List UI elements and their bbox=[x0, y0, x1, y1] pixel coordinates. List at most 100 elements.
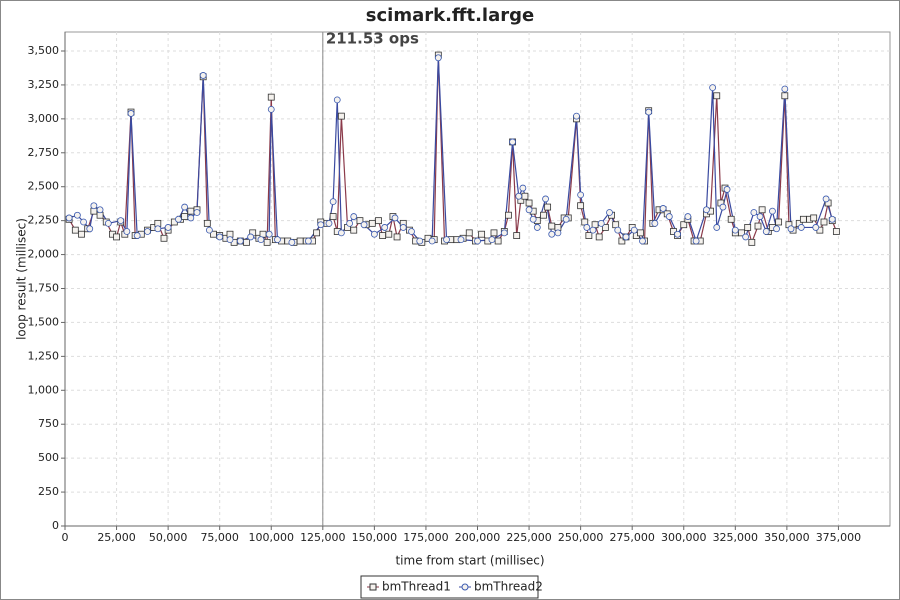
y-tick-label: 2,250 bbox=[28, 214, 60, 227]
point bbox=[703, 206, 710, 214]
point bbox=[758, 206, 766, 214]
point bbox=[71, 226, 79, 234]
point bbox=[243, 238, 250, 246]
point bbox=[257, 236, 265, 244]
legend-label: bmThread2 bbox=[474, 580, 543, 594]
point bbox=[639, 237, 646, 245]
point bbox=[554, 229, 562, 237]
point bbox=[203, 219, 211, 227]
point bbox=[659, 205, 667, 212]
point bbox=[529, 215, 537, 223]
y-tick-label: 750 bbox=[38, 417, 59, 430]
point bbox=[812, 224, 820, 231]
point bbox=[713, 92, 721, 100]
point bbox=[296, 237, 304, 245]
point bbox=[680, 221, 688, 229]
point bbox=[368, 219, 376, 227]
y-tick-label: 1,750 bbox=[28, 282, 60, 295]
point bbox=[709, 84, 717, 92]
point bbox=[727, 215, 735, 223]
y-tick-label: 3,000 bbox=[28, 112, 60, 125]
point bbox=[356, 217, 364, 225]
point bbox=[781, 85, 789, 93]
point bbox=[781, 92, 789, 100]
point bbox=[787, 225, 795, 233]
point bbox=[205, 226, 213, 234]
point bbox=[325, 219, 333, 227]
point bbox=[199, 72, 207, 79]
point bbox=[533, 224, 541, 231]
point bbox=[775, 218, 783, 226]
x-tick-label: 0 bbox=[62, 531, 69, 544]
point bbox=[799, 215, 807, 223]
point bbox=[488, 236, 496, 244]
point bbox=[329, 198, 337, 206]
legend-marker bbox=[461, 583, 469, 591]
x-tick-label: 300,000 bbox=[661, 531, 707, 544]
point bbox=[123, 228, 131, 235]
x-tick-label: 225,000 bbox=[506, 531, 552, 544]
point bbox=[525, 206, 533, 214]
point bbox=[828, 215, 836, 223]
point bbox=[490, 229, 498, 237]
point bbox=[595, 233, 603, 241]
point bbox=[187, 207, 195, 215]
point bbox=[350, 213, 358, 220]
point bbox=[674, 230, 681, 238]
x-tick-label: 325,000 bbox=[713, 531, 759, 544]
point bbox=[665, 213, 673, 220]
point bbox=[375, 217, 382, 225]
x-tick-label: 250,000 bbox=[558, 531, 604, 544]
point bbox=[144, 228, 151, 235]
point bbox=[723, 186, 731, 193]
point bbox=[313, 229, 321, 237]
point bbox=[236, 237, 244, 245]
point bbox=[748, 238, 756, 246]
point bbox=[509, 138, 516, 146]
point bbox=[133, 232, 141, 239]
point bbox=[713, 224, 721, 231]
point bbox=[65, 214, 73, 222]
point bbox=[181, 203, 189, 211]
point bbox=[762, 228, 770, 235]
point bbox=[78, 230, 85, 238]
x-tick-label: 100,000 bbox=[249, 531, 295, 544]
point bbox=[820, 218, 828, 226]
point bbox=[408, 228, 415, 235]
y-tick-label: 1,000 bbox=[28, 383, 60, 396]
point bbox=[513, 232, 521, 239]
point bbox=[154, 225, 162, 233]
x-axis-label: time from start (millisec) bbox=[395, 554, 544, 568]
point bbox=[428, 237, 436, 245]
point bbox=[370, 230, 378, 238]
point bbox=[719, 203, 727, 211]
point bbox=[521, 192, 529, 200]
point bbox=[744, 224, 752, 231]
point bbox=[187, 214, 195, 222]
point bbox=[577, 191, 585, 199]
x-tick-label: 200,000 bbox=[455, 531, 501, 544]
x-tick-label: 125,000 bbox=[300, 531, 346, 544]
point bbox=[597, 219, 605, 227]
point bbox=[350, 226, 358, 234]
y-tick-label: 500 bbox=[38, 451, 59, 464]
point bbox=[822, 195, 830, 203]
point bbox=[457, 236, 465, 244]
point bbox=[750, 209, 758, 216]
point bbox=[317, 221, 325, 229]
annotation-label: 211.53 ops bbox=[326, 30, 419, 48]
point bbox=[583, 224, 591, 231]
x-tick-label: 50,000 bbox=[149, 531, 188, 544]
point bbox=[645, 108, 653, 116]
point bbox=[542, 195, 549, 203]
point bbox=[96, 206, 104, 214]
point bbox=[562, 215, 570, 223]
y-tick-label: 250 bbox=[38, 485, 59, 498]
point bbox=[500, 229, 508, 237]
point bbox=[573, 112, 580, 120]
point bbox=[756, 213, 764, 220]
point bbox=[267, 93, 275, 101]
point bbox=[637, 229, 644, 237]
point bbox=[630, 226, 638, 234]
point bbox=[832, 228, 840, 235]
